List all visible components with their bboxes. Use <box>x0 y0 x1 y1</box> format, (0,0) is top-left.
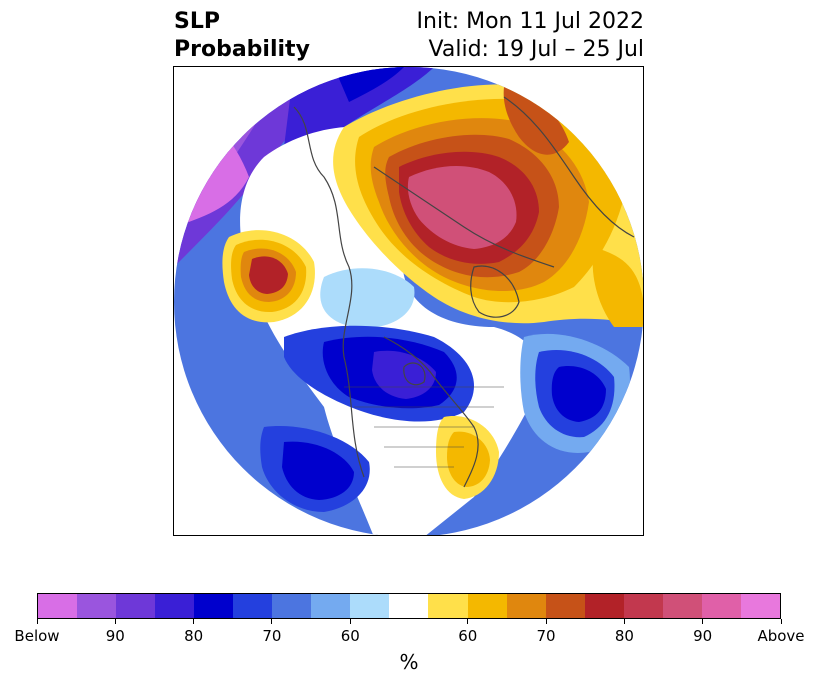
colorbar-segment <box>662 594 702 618</box>
probability-map <box>174 67 643 535</box>
colorbar-tick <box>271 619 273 624</box>
colorbar-tick <box>545 619 547 624</box>
colorbar-tick-label: 70 <box>536 627 556 645</box>
region-watl-60 <box>447 431 490 487</box>
region-pacific-75 <box>249 256 288 294</box>
colorbar-segment <box>194 594 234 618</box>
chart-title: SLP Probability <box>174 8 310 64</box>
region-atl-below-75 <box>551 366 606 422</box>
region-above-70-ne <box>503 87 569 155</box>
colorbar-segment <box>584 594 624 618</box>
coastline-hudson-bay <box>403 362 426 386</box>
region-blue-north-core <box>334 67 404 102</box>
coastline-west-na <box>293 106 365 478</box>
colorbar-segment <box>740 594 780 618</box>
colorbar-tick-label: 90 <box>693 627 713 645</box>
colorbar-tick-label: 70 <box>262 627 282 645</box>
colorbar <box>37 593 781 619</box>
coastline-east-na <box>383 336 479 488</box>
colorbar-segment <box>38 594 78 618</box>
colorbar-tick <box>36 619 38 624</box>
colorbar-segment <box>467 594 507 618</box>
colorbar-tick-label: 60 <box>340 627 360 645</box>
colorbar-segment <box>311 594 351 618</box>
colorbar-segment <box>272 594 312 618</box>
colorbar-tick <box>467 619 469 624</box>
colorbar-segment <box>506 594 546 618</box>
region-above-85 <box>407 165 517 249</box>
colorbar-segment <box>233 594 273 618</box>
colorbar-tick-label: Below <box>14 627 60 645</box>
init-date: Init: Mon 11 Jul 2022 <box>416 9 644 34</box>
colorbar-tick <box>702 619 704 624</box>
colorbar-tick-label: 60 <box>458 627 478 645</box>
colorbar-tick-label: 80 <box>184 627 204 645</box>
title-line-2: Probability <box>174 37 310 62</box>
colorbar-tick-label: 90 <box>105 627 125 645</box>
colorbar-tick-label: Above <box>757 627 805 645</box>
colorbar-segment <box>545 594 585 618</box>
colorbar-tick <box>114 619 116 624</box>
coastline-eurasia-north <box>503 96 635 238</box>
colorbar-segment <box>116 594 156 618</box>
colorbar-unit: % <box>399 650 419 674</box>
colorbar-segment <box>155 594 195 618</box>
valid-date: Valid: 19 Jul – 25 Jul <box>428 37 644 62</box>
region-blue-north <box>284 67 434 151</box>
coastline-siberia <box>373 166 555 268</box>
colorbar-segment <box>701 594 741 618</box>
colorbar-segment <box>389 594 429 618</box>
colorbar-tick <box>780 619 782 624</box>
colorbar-segment <box>623 594 663 618</box>
colorbar-tick <box>623 619 625 624</box>
colorbar-tick-label: 80 <box>614 627 634 645</box>
title-line-1: SLP <box>174 9 220 34</box>
region-sw-below-75 <box>282 441 354 500</box>
colorbar-segment <box>428 594 468 618</box>
state-borders <box>344 386 504 468</box>
colorbar-tick <box>193 619 195 624</box>
colorbar-segment <box>77 594 117 618</box>
region-lightblue-center <box>320 268 415 328</box>
date-info: Init: Mon 11 Jul 2022 Valid: 19 Jul – 25… <box>417 8 644 64</box>
colorbar-tick <box>349 619 351 624</box>
map-panel <box>173 66 644 536</box>
colorbar-segment <box>350 594 390 618</box>
region-above-60-east <box>592 247 643 327</box>
coastline-greenland <box>470 265 520 318</box>
